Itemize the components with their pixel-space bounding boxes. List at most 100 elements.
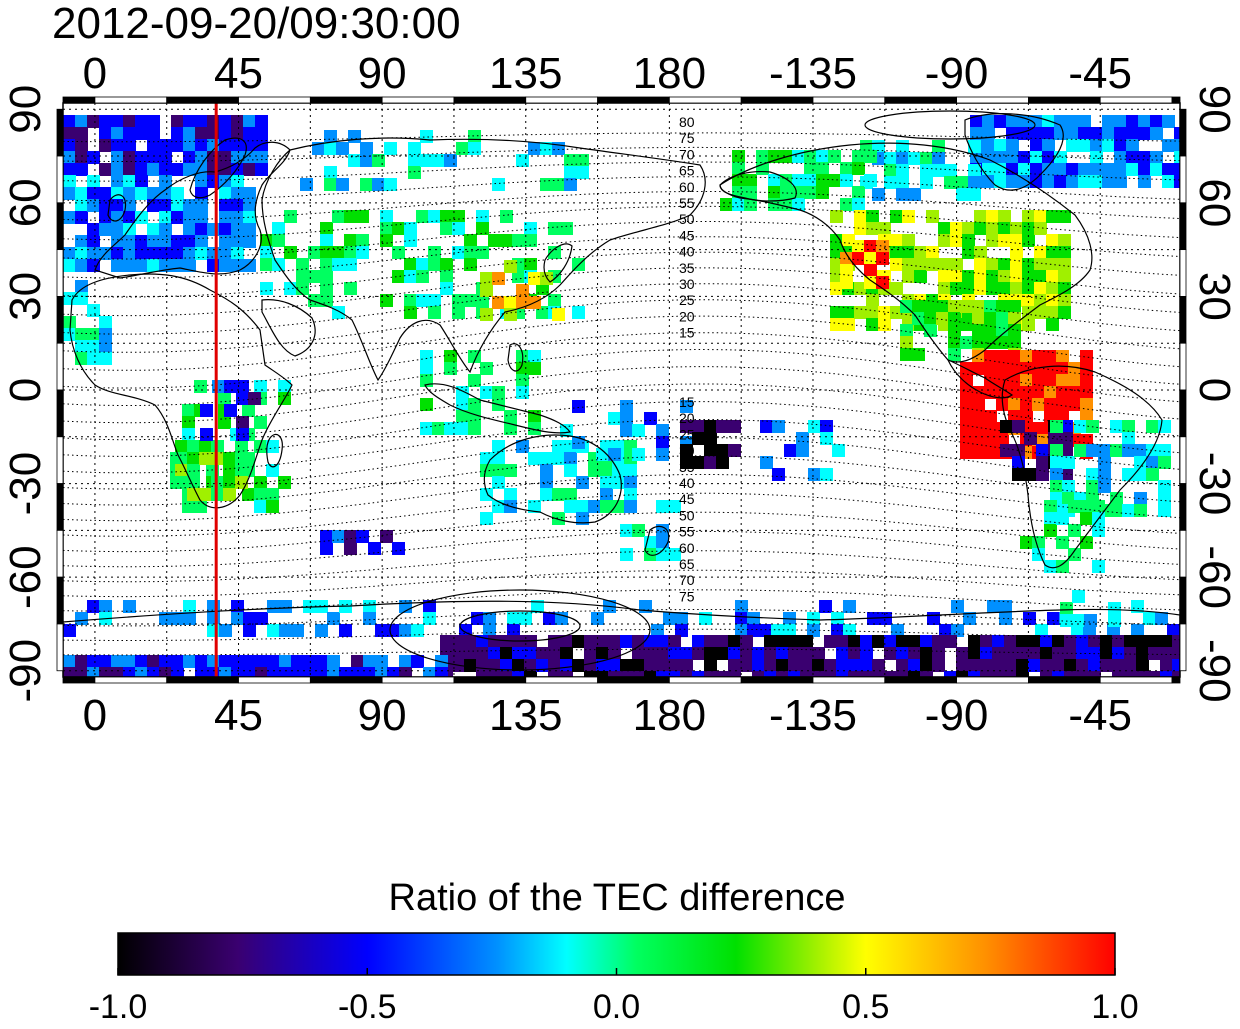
colorbar-tick-label: -1.0 — [89, 988, 148, 1024]
tec-cell — [243, 163, 256, 176]
tec-cell — [876, 276, 889, 289]
tec-cell — [63, 151, 76, 164]
tec-cell — [183, 223, 196, 236]
latitude-band — [1179, 529, 1187, 578]
tec-cell — [984, 324, 997, 337]
tec-cell — [392, 222, 405, 235]
tec-cell — [231, 199, 244, 212]
tec-cell — [543, 612, 556, 625]
tec-cell — [440, 282, 453, 295]
tec-cell — [243, 199, 256, 212]
longitude-band — [740, 676, 814, 684]
tec-cell — [864, 174, 877, 187]
tec-cell — [87, 328, 100, 341]
tec-cell — [968, 188, 981, 201]
tec-cell — [1016, 659, 1029, 672]
contour-label: 40 — [679, 475, 695, 491]
tec-cell — [492, 178, 505, 191]
tec-cell — [267, 600, 280, 613]
tec-cell — [1042, 175, 1055, 188]
tec-cell — [890, 306, 903, 319]
tec-cell — [596, 671, 609, 677]
tec-cell — [936, 300, 949, 313]
tec-cell — [1134, 468, 1147, 481]
tec-cell — [1030, 151, 1043, 164]
tec-cell — [183, 247, 196, 260]
tec-cell — [147, 163, 160, 176]
tec-cell — [994, 151, 1007, 164]
tec-cell — [236, 428, 249, 441]
tec-cell — [99, 127, 112, 140]
tec-cell — [548, 647, 561, 660]
tec-cell — [440, 222, 453, 235]
tec-cell — [199, 488, 212, 501]
tec-cell — [620, 548, 633, 561]
tec-cell — [480, 284, 493, 297]
coastline-africa — [69, 273, 293, 509]
tec-cell — [1034, 210, 1047, 223]
contour-label: 25 — [679, 292, 695, 308]
tec-cell — [764, 659, 777, 672]
tec-cell — [896, 176, 909, 189]
tec-cell — [224, 404, 237, 417]
tec-cell — [620, 400, 633, 413]
left-latitude-ticks: 90 60 30 0 -30 -60 -90 — [1, 85, 50, 703]
latitude-band — [1179, 155, 1187, 204]
tec-cell — [680, 647, 693, 660]
tec-cell — [804, 174, 817, 187]
tec-cell — [1162, 139, 1175, 152]
tec-cell — [788, 671, 801, 677]
tec-cell — [1088, 635, 1101, 648]
top-longitude-tick-label: -45 — [1068, 49, 1132, 98]
tec-cell — [536, 306, 549, 319]
top-longitude-tick-label: 45 — [214, 49, 263, 98]
latitude-band — [1179, 249, 1187, 297]
tec-cell — [231, 139, 244, 152]
tec-cell — [843, 600, 856, 613]
tec-cell — [284, 282, 297, 295]
tec-cell — [1050, 480, 1063, 493]
tec-cell — [860, 671, 873, 677]
latitude-band — [56, 483, 64, 531]
contour-line — [63, 609, 1180, 627]
tec-cell — [932, 635, 945, 648]
tec-cell — [1004, 635, 1017, 648]
tec-cell — [75, 259, 88, 272]
tec-cell — [576, 166, 589, 179]
tec-cell — [480, 488, 493, 501]
tec-cell — [444, 422, 457, 435]
tec-cell — [360, 154, 373, 167]
tec-cell — [255, 139, 268, 152]
tec-cell — [860, 659, 873, 672]
tec-cell — [375, 655, 388, 668]
tec-cell — [932, 659, 945, 672]
contour-label: 20 — [679, 410, 695, 426]
tec-cell — [380, 210, 393, 223]
tec-cell — [968, 164, 981, 177]
tec-cell — [1080, 500, 1093, 513]
tec-cell — [492, 272, 505, 285]
tec-cell — [680, 420, 693, 433]
tec-cell — [1052, 635, 1065, 648]
tec-cell — [1068, 374, 1081, 387]
tec-cell — [938, 222, 951, 235]
tec-cell — [830, 270, 843, 283]
tec-cell — [1076, 659, 1089, 672]
tec-cell — [75, 612, 88, 625]
tec-cell — [1146, 444, 1159, 457]
tec-cell — [584, 671, 597, 677]
tec-cell — [159, 223, 172, 236]
tec-cell — [231, 612, 244, 625]
tec-cell — [512, 234, 525, 247]
left-latitude-tick-label: -60 — [1, 545, 50, 609]
tec-cell — [199, 440, 212, 453]
tec-cell — [356, 234, 369, 247]
tec-cell — [836, 647, 849, 660]
top-longitude-tick-label: 135 — [489, 49, 562, 98]
tec-cell — [75, 340, 88, 353]
tec-cell — [464, 246, 477, 259]
tec-cell — [982, 163, 995, 176]
tec-cell — [111, 667, 124, 677]
tec-cell — [552, 512, 565, 525]
tec-cell — [1006, 115, 1019, 128]
